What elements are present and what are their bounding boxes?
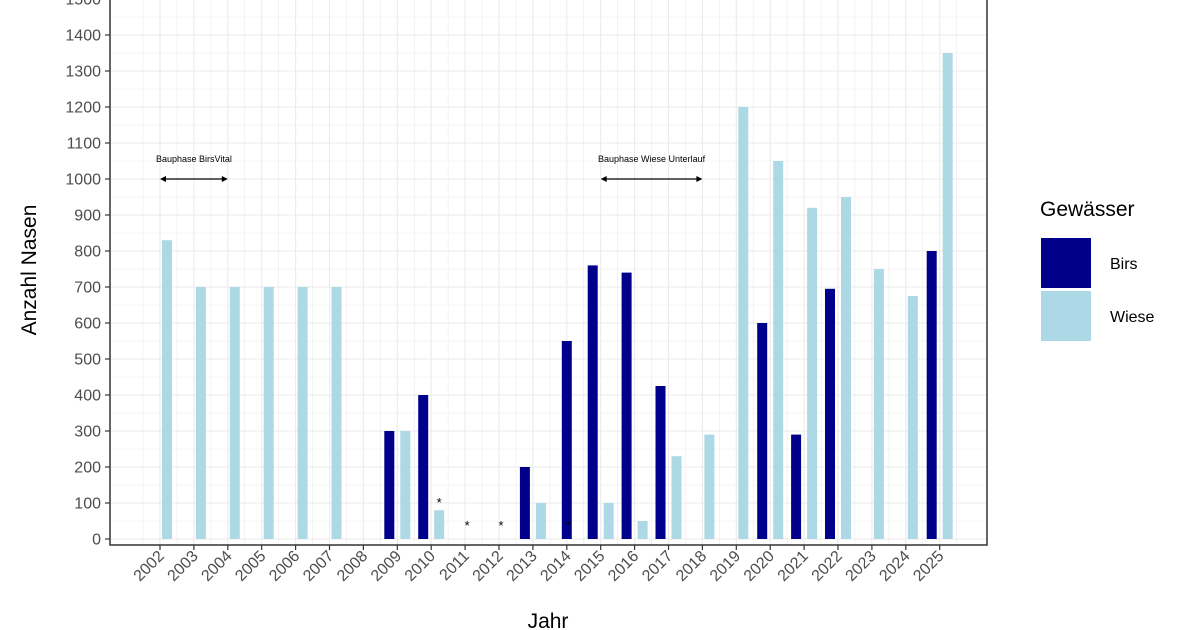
x-tick-label: 2007 bbox=[300, 548, 337, 585]
bar-wiese-2016 bbox=[637, 521, 648, 539]
marker-asterisk-2011: * bbox=[465, 518, 470, 533]
x-tick-label: 2024 bbox=[876, 548, 913, 585]
bar-birs-2015 bbox=[587, 265, 598, 539]
x-tick-label: 2014 bbox=[537, 548, 574, 585]
bar-birs-2010 bbox=[418, 395, 429, 539]
x-axis: 2002200320042005200620072008200920102011… bbox=[131, 545, 948, 585]
bar-birs-2009 bbox=[384, 431, 395, 539]
y-tick-label: 1100 bbox=[67, 136, 102, 153]
x-axis-title: Jahr bbox=[528, 610, 569, 630]
y-tick-label: 0 bbox=[92, 532, 101, 549]
x-tick-label: 2012 bbox=[470, 548, 507, 585]
grid-lines bbox=[110, 0, 987, 545]
x-tick-label: 2011 bbox=[437, 548, 473, 584]
y-tick-label: 1300 bbox=[65, 64, 101, 81]
bar-birs-2014 bbox=[561, 341, 572, 539]
annotation-label: Bauphase BirsVital bbox=[156, 154, 232, 164]
annotation-label: Bauphase Wiese Unterlauf bbox=[598, 154, 706, 164]
legend: Gewässer Birs Wiese bbox=[1040, 198, 1155, 341]
x-tick-label: 2004 bbox=[198, 548, 235, 585]
y-tick-label: 600 bbox=[74, 316, 101, 333]
x-tick-label: 2025 bbox=[910, 548, 947, 585]
bar-wiese-2002 bbox=[162, 240, 172, 539]
bar-wiese-2023 bbox=[873, 269, 884, 539]
bar-birs-2022 bbox=[825, 288, 835, 539]
x-tick-label: 2019 bbox=[707, 548, 744, 585]
marker-asterisk-2014: * bbox=[566, 518, 571, 533]
x-tick-label: 2016 bbox=[605, 548, 642, 585]
x-tick-label: 2002 bbox=[131, 548, 168, 585]
bar-wiese-2006 bbox=[297, 287, 308, 539]
y-tick-label: 500 bbox=[74, 352, 101, 369]
legend-title: Gewässer bbox=[1040, 198, 1135, 221]
bar-wiese-2024 bbox=[907, 296, 918, 539]
bar-birs-2025 bbox=[926, 251, 937, 539]
y-tick-label: 700 bbox=[74, 280, 101, 297]
bar-wiese-2013 bbox=[535, 503, 546, 539]
x-tick-label: 2017 bbox=[639, 548, 676, 585]
plot-panel-border bbox=[109, 0, 988, 546]
y-tick-label: 900 bbox=[74, 208, 101, 225]
bar-birs-2021 bbox=[791, 434, 802, 539]
bar-wiese-2015 bbox=[603, 503, 614, 539]
y-tick-label: 300 bbox=[74, 424, 101, 441]
x-tick-label: 2006 bbox=[266, 548, 303, 585]
bar-wiese-2009 bbox=[400, 431, 411, 539]
x-tick-label: 2020 bbox=[741, 548, 778, 585]
legend-key-wiese bbox=[1041, 291, 1091, 341]
bar-wiese-2018 bbox=[704, 434, 715, 539]
y-tick-label: 400 bbox=[74, 388, 101, 405]
y-tick-label: 1500 bbox=[65, 0, 101, 9]
annotation-arrowhead-left bbox=[160, 176, 166, 182]
bar-wiese-2005 bbox=[263, 287, 274, 539]
marker-asterisk-2012: * bbox=[498, 518, 503, 533]
y-tick-label: 1000 bbox=[65, 172, 101, 189]
bar-wiese-2019 bbox=[738, 107, 749, 539]
x-tick-label: 2005 bbox=[232, 548, 269, 585]
x-tick-label: 2021 bbox=[775, 548, 812, 585]
y-axis-title: Anzahl Nasen bbox=[18, 205, 41, 336]
y-tick-label: 200 bbox=[74, 460, 101, 477]
bars bbox=[162, 53, 953, 540]
x-tick-label: 2023 bbox=[843, 548, 880, 585]
bar-wiese-2017 bbox=[671, 456, 682, 539]
bar-wiese-2020 bbox=[773, 161, 784, 539]
marker-asterisk-2010: * bbox=[437, 495, 442, 510]
legend-key-birs bbox=[1041, 238, 1091, 288]
annotation-arrowhead-right bbox=[221, 176, 228, 182]
bar-wiese-2003 bbox=[195, 287, 206, 539]
x-tick-label: 2013 bbox=[504, 548, 541, 585]
x-tick-label: 2008 bbox=[334, 548, 371, 585]
annotation-range-0: Bauphase BirsVital bbox=[156, 154, 232, 182]
bar-birs-2016 bbox=[621, 272, 632, 539]
bar-birs-2020 bbox=[757, 323, 768, 539]
bar-wiese-2025 bbox=[942, 53, 953, 539]
bar-wiese-2007 bbox=[331, 287, 342, 539]
bar-birs-2017 bbox=[655, 386, 666, 539]
y-tick-label: 1200 bbox=[65, 100, 101, 117]
y-axis: 0 100 200 300 400 500 600 700 800 900 1000 1100 1200… bbox=[65, 0, 110, 549]
x-tick-label: 2015 bbox=[571, 548, 608, 585]
annotations: Bauphase BirsVital Bauphase Wiese Unterla… bbox=[156, 154, 706, 533]
y-tick-label: 800 bbox=[74, 244, 101, 261]
legend-label-birs: Birs bbox=[1110, 256, 1138, 273]
y-tick-label: 1400 bbox=[65, 28, 101, 45]
bar-wiese-2021 bbox=[807, 207, 818, 540]
bar-wiese-2010 bbox=[434, 510, 445, 539]
x-tick-label: 2022 bbox=[809, 548, 846, 585]
legend-label-wiese: Wiese bbox=[1110, 309, 1155, 326]
bar-wiese-2022 bbox=[841, 197, 851, 539]
annotation-arrowhead-right bbox=[696, 176, 703, 182]
bar-birs-2013 bbox=[519, 467, 530, 539]
annotation-range-1: Bauphase Wiese Unterlauf bbox=[598, 154, 706, 182]
y-tick-label: 100 bbox=[74, 496, 101, 513]
x-tick-label: 2010 bbox=[402, 548, 439, 585]
x-tick-label: 2003 bbox=[165, 548, 202, 585]
x-tick-label: 2009 bbox=[368, 548, 405, 585]
annotation-arrowhead-left bbox=[600, 176, 607, 182]
bar-wiese-2004 bbox=[229, 287, 240, 539]
x-tick-label: 2018 bbox=[673, 548, 710, 585]
